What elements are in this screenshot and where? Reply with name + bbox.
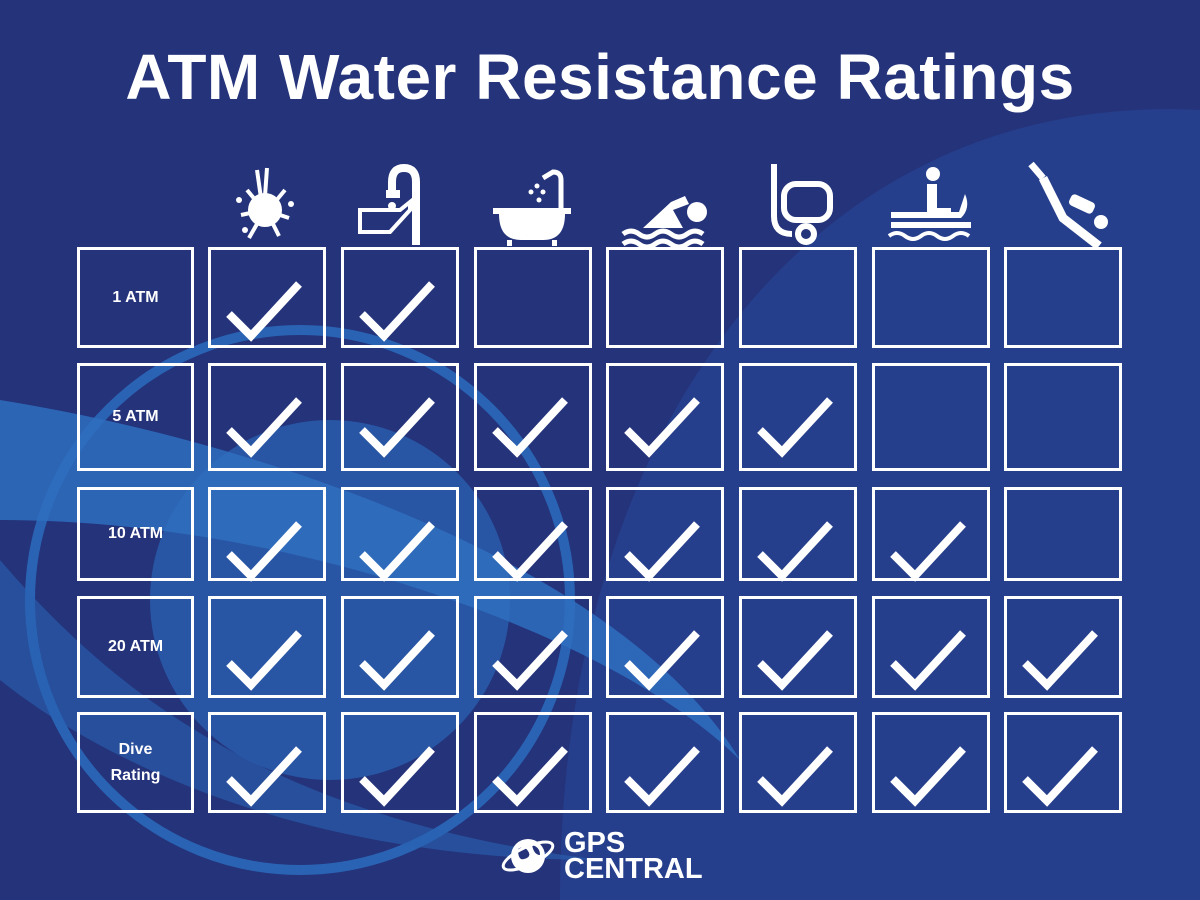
rating-cell <box>474 487 592 582</box>
scuba-diver-icon <box>1004 160 1121 248</box>
rating-cell <box>208 712 326 813</box>
rating-cell <box>1004 712 1122 813</box>
rating-cell <box>872 596 990 698</box>
rating-cell <box>739 363 857 471</box>
rating-cell <box>208 247 326 348</box>
rating-cell <box>341 596 459 698</box>
bath-shower-icon <box>474 160 591 246</box>
rating-cell <box>606 247 724 348</box>
rating-cell <box>208 487 326 582</box>
rating-cell <box>208 363 326 471</box>
check-icon <box>226 630 302 691</box>
rating-cell <box>341 712 459 813</box>
rating-cell <box>341 247 459 348</box>
check-icon <box>890 630 966 691</box>
check-icon <box>757 397 833 458</box>
rating-label: Dive Rating <box>77 712 194 813</box>
rating-label: 20 ATM <box>77 596 194 698</box>
rating-cell <box>474 712 592 813</box>
rating-cell <box>872 363 990 471</box>
check-icon <box>226 521 302 582</box>
check-icon <box>757 746 833 807</box>
rating-cell <box>341 487 459 582</box>
page-title: ATM Water Resistance Ratings <box>125 41 1075 113</box>
logo-line-2: CENTRAL <box>564 853 703 885</box>
check-icon <box>1022 746 1098 807</box>
rating-cell <box>1004 363 1122 471</box>
check-icon <box>890 746 966 807</box>
check-icon <box>492 521 568 582</box>
check-icon <box>359 521 435 582</box>
check-icon <box>226 746 302 807</box>
rating-cell <box>1004 487 1122 581</box>
check-icon <box>624 521 700 582</box>
snorkel-icon <box>739 160 856 245</box>
check-icon <box>624 397 700 458</box>
check-icon <box>359 281 435 342</box>
rating-cell <box>1004 247 1122 348</box>
check-icon <box>492 630 568 691</box>
check-icon <box>1022 630 1098 691</box>
rating-cell <box>872 247 990 348</box>
rating-cell <box>606 363 724 471</box>
rating-cell <box>474 363 592 471</box>
rating-cell <box>739 712 857 813</box>
jet-ski-icon <box>872 160 989 245</box>
gps-central-logo: GPS CENTRAL <box>500 827 703 885</box>
check-icon <box>624 630 700 691</box>
rating-label: 5 ATM <box>77 363 194 471</box>
logo-line-1: GPS <box>564 827 626 859</box>
rating-cell <box>739 596 857 698</box>
rating-label: 10 ATM <box>77 487 194 581</box>
rating-cell <box>606 712 724 813</box>
rating-cell <box>1004 596 1122 698</box>
rating-cell <box>606 596 724 698</box>
check-icon <box>359 746 435 807</box>
rating-cell <box>739 247 857 348</box>
check-icon <box>226 397 302 458</box>
splash-icon <box>208 160 325 245</box>
rating-cell <box>208 596 326 698</box>
check-icon <box>226 281 302 342</box>
rating-cell <box>474 247 592 348</box>
check-icon <box>492 397 568 458</box>
hand-washing-icon <box>341 160 458 245</box>
rating-label: 1 ATM <box>77 247 194 348</box>
check-icon <box>359 397 435 458</box>
check-icon <box>359 630 435 691</box>
rating-cell <box>739 487 857 582</box>
check-icon <box>890 521 966 582</box>
swimming-icon <box>606 160 723 248</box>
rating-cell <box>872 487 990 582</box>
rating-cell <box>606 487 724 582</box>
rating-cell <box>474 596 592 698</box>
rating-cell <box>872 712 990 813</box>
globe-logo-icon <box>501 839 555 873</box>
check-icon <box>624 746 700 807</box>
check-icon <box>757 630 833 691</box>
check-icon <box>757 521 833 582</box>
rating-cell <box>341 363 459 471</box>
check-icon <box>492 746 568 807</box>
